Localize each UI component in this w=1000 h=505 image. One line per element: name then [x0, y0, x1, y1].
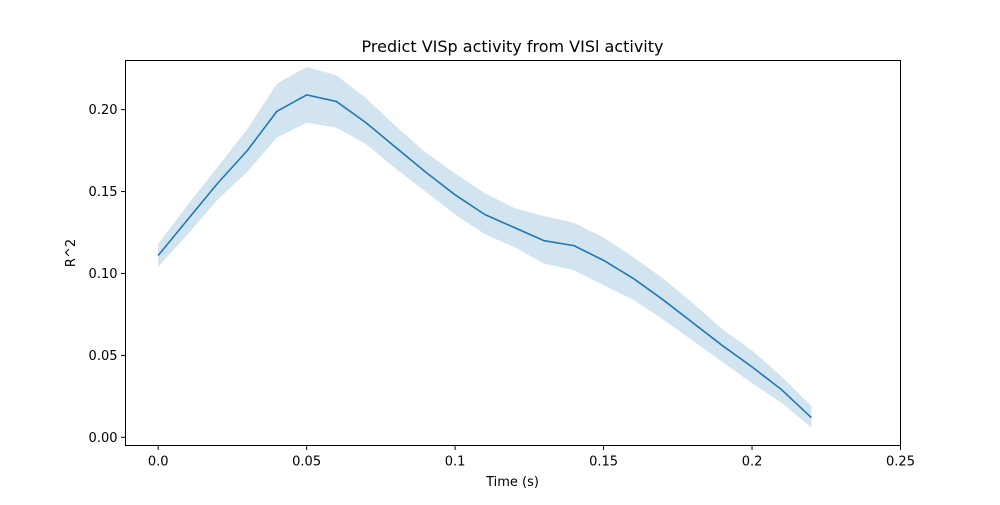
x-tick-label: 0.15	[589, 455, 618, 470]
confidence-band	[158, 67, 812, 428]
x-axis: 0.0 0.05 0.1 0.15 0.2 0.25	[148, 445, 915, 470]
x-tick-label: 0.1	[445, 455, 466, 470]
y-tick-label: 0.20	[89, 103, 118, 118]
y-axis: 0.00 0.05 0.10 0.15 0.20	[89, 103, 126, 446]
x-tick-label: 0.25	[886, 455, 915, 470]
y-axis-label: R^2	[64, 239, 79, 267]
plot-frame	[125, 60, 901, 446]
x-tick-label: 0.2	[742, 455, 763, 470]
chart-title: Predict VISp activity from VISl activity	[362, 37, 664, 56]
y-tick-label: 0.10	[89, 267, 118, 282]
y-tick-label: 0.05	[89, 349, 118, 364]
plot-layer	[157, 67, 812, 428]
y-tick-label: 0.00	[89, 431, 118, 446]
x-tick-label: 0.05	[292, 455, 321, 470]
x-tick-label: 0.0	[148, 455, 169, 470]
x-axis-label: Time (s)	[485, 475, 539, 490]
mean-line	[157, 94, 812, 419]
y-tick-label: 0.15	[89, 185, 118, 200]
